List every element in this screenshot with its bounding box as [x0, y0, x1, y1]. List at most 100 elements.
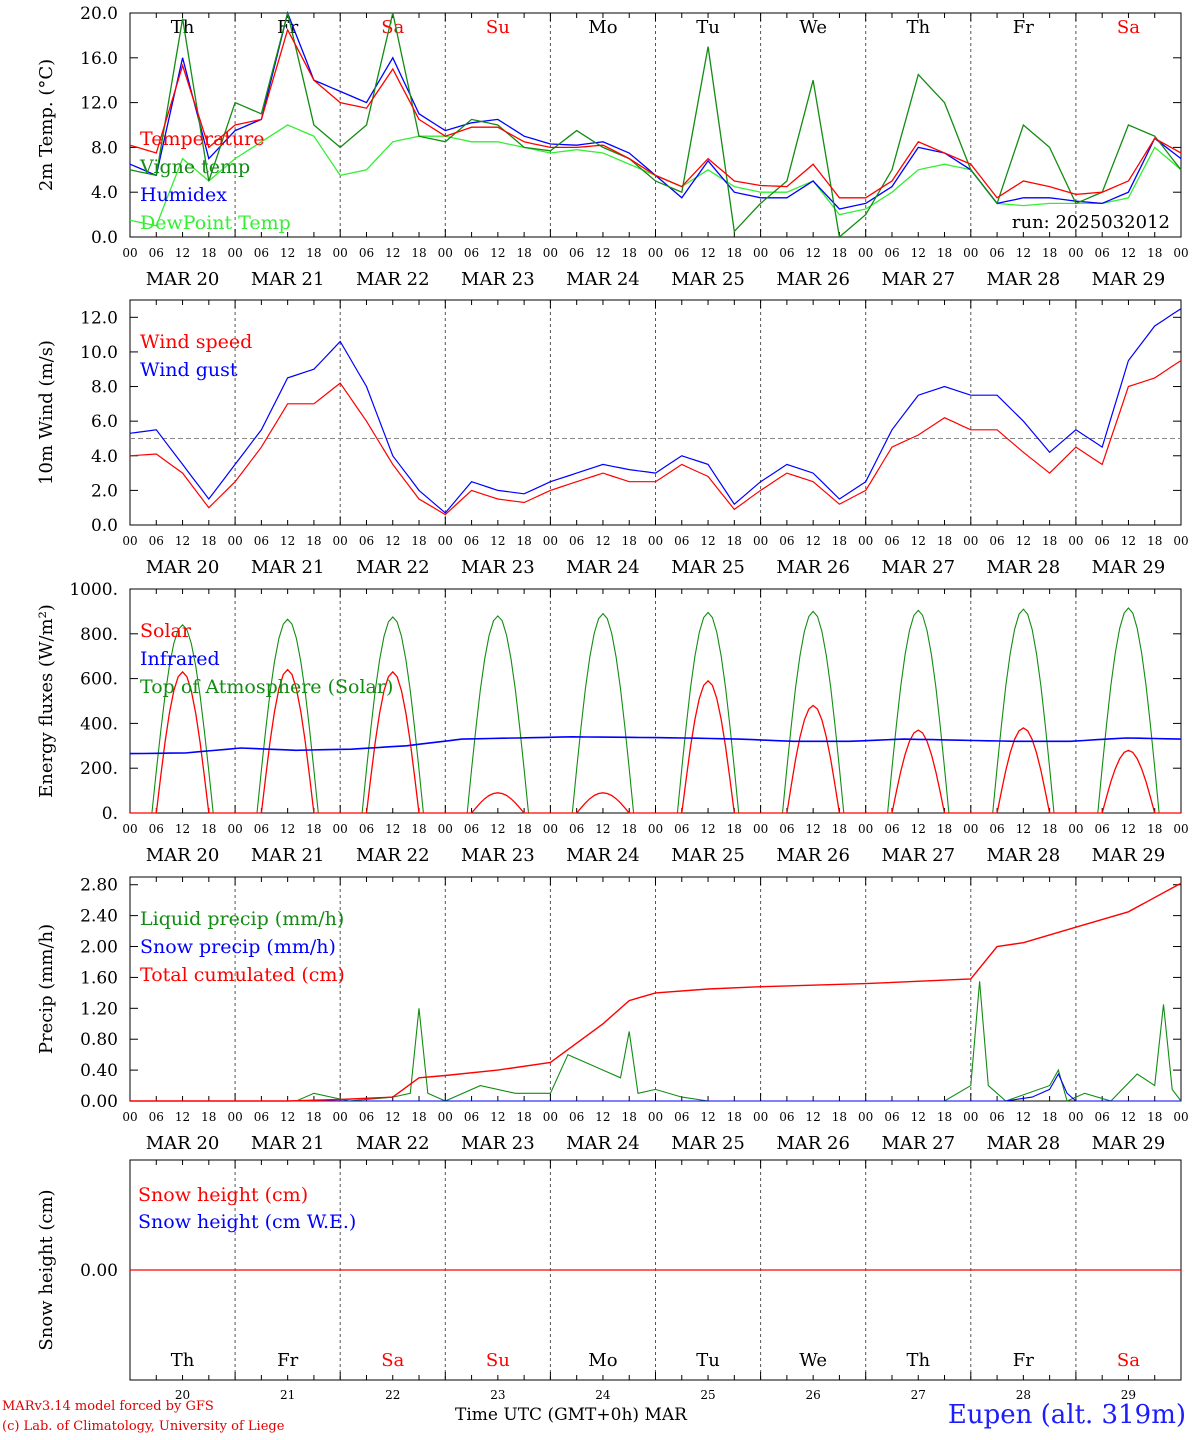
y-tick-label: 16.0: [80, 49, 118, 69]
y-tick-label: 0.: [102, 804, 118, 824]
date-label: MAR 20: [146, 845, 220, 866]
weekday-label: Fr: [277, 17, 298, 38]
day-number-label: 21: [280, 1388, 295, 1402]
wind-panel-frame: [129, 299, 1182, 526]
hour-tick-label: 00: [227, 534, 242, 548]
weekday-label: Fr: [1013, 17, 1034, 38]
hour-tick-label: 06: [149, 534, 164, 548]
hour-tick-label: 06: [1095, 246, 1110, 260]
legend-entry: Wind speed: [140, 331, 252, 353]
date-label: MAR 22: [356, 845, 430, 866]
date-label: MAR 29: [1092, 557, 1166, 578]
weekday-label: Su: [486, 17, 510, 38]
hour-tick-label: 18: [411, 1110, 426, 1124]
hour-tick-label: 12: [595, 246, 610, 260]
hour-tick-label: 12: [280, 246, 295, 260]
hour-tick-label: 06: [884, 1110, 899, 1124]
hour-tick-label: 00: [438, 246, 453, 260]
hour-tick-label: 12: [595, 1110, 610, 1124]
weekday-label: Sa: [1117, 1350, 1140, 1371]
date-label: MAR 24: [566, 1133, 640, 1154]
hour-tick-label: 06: [359, 1110, 374, 1124]
hour-tick-label: 12: [175, 822, 190, 836]
hour-tick-label: 12: [385, 534, 400, 548]
date-label: MAR 27: [881, 845, 955, 866]
y-tick-label: 2.00: [80, 938, 118, 958]
hour-tick-label: 00: [963, 534, 978, 548]
hour-tick-label: 18: [937, 534, 952, 548]
y-tick-label: 0.0: [91, 516, 118, 536]
hour-tick-label: 06: [674, 246, 689, 260]
hour-tick-label: 06: [884, 822, 899, 836]
date-label: MAR 28: [987, 1133, 1061, 1154]
day-number-label: 20: [175, 1388, 190, 1402]
date-label: MAR 21: [251, 845, 325, 866]
hour-tick-label: 06: [149, 246, 164, 260]
hour-tick-label: 12: [1121, 1110, 1136, 1124]
legend-entry: Solar: [140, 620, 192, 642]
date-label: MAR 24: [566, 845, 640, 866]
date-label: MAR 26: [776, 845, 850, 866]
hour-tick-label: 06: [884, 246, 899, 260]
hour-tick-label: 18: [306, 822, 321, 836]
date-label: MAR 26: [776, 269, 850, 290]
hour-tick-label: 00: [753, 534, 768, 548]
hour-tick-label: 18: [306, 1110, 321, 1124]
hour-tick-label: 12: [806, 246, 821, 260]
hour-tick-label: 12: [490, 534, 505, 548]
hour-tick-label: 00: [122, 822, 137, 836]
hour-tick-label: 00: [333, 246, 348, 260]
hour-tick-label: 06: [779, 246, 794, 260]
hour-tick-label: 12: [806, 534, 821, 548]
weekday-label: We: [799, 17, 827, 38]
hour-tick-label: 18: [516, 246, 531, 260]
y-tick-label: 12.0: [80, 308, 118, 328]
date-label: MAR 23: [461, 557, 535, 578]
hour-tick-label: 06: [989, 1110, 1004, 1124]
weekday-label: Th: [171, 17, 195, 38]
y-axis-label: Energy fluxes (W/m²): [36, 604, 57, 798]
hour-tick-label: 18: [622, 534, 637, 548]
hour-tick-label: 06: [254, 246, 269, 260]
weekday-label: Tu: [696, 1350, 720, 1371]
hour-tick-label: 18: [306, 246, 321, 260]
legend-entry: Temperature: [140, 128, 264, 150]
hour-tick-label: 12: [1121, 822, 1136, 836]
date-label: MAR 26: [776, 557, 850, 578]
cumulated-precip-line: [130, 882, 1182, 1102]
hour-tick-label: 12: [911, 822, 926, 836]
hour-tick-label: 06: [464, 534, 479, 548]
legend-entry: Snow precip (mm/h): [140, 936, 336, 958]
date-label: MAR 27: [881, 1133, 955, 1154]
hour-tick-label: 18: [937, 1110, 952, 1124]
weekday-label: Th: [906, 1350, 930, 1371]
hour-tick-label: 00: [963, 1110, 978, 1124]
y-tick-label: 1.20: [80, 999, 118, 1019]
y-tick-label: 1.60: [80, 968, 118, 988]
weekday-label: Fr: [1013, 1350, 1034, 1371]
day-number-label: 27: [911, 1388, 926, 1402]
hour-tick-label: 18: [727, 1110, 742, 1124]
hour-tick-label: 00: [753, 246, 768, 260]
y-axis-label: Snow height (cm): [36, 1189, 57, 1350]
x-axis-title: Time UTC (GMT+0h) MAR: [455, 1405, 687, 1425]
legend-entry: Snow height (cm): [138, 1184, 308, 1206]
y-tick-label: 0.00: [80, 1092, 118, 1112]
hour-tick-label: 18: [832, 822, 847, 836]
date-label: MAR 20: [146, 269, 220, 290]
hour-tick-label: 00: [438, 1110, 453, 1124]
hour-tick-label: 00: [438, 822, 453, 836]
date-label: MAR 25: [671, 845, 745, 866]
weekday-label: Sa: [1117, 17, 1140, 38]
hour-tick-label: 18: [411, 822, 426, 836]
hour-tick-label: 12: [1016, 822, 1031, 836]
hour-tick-label: 00: [858, 822, 873, 836]
hour-tick-label: 06: [779, 534, 794, 548]
hour-tick-label: 18: [622, 1110, 637, 1124]
hour-tick-label: 12: [385, 822, 400, 836]
weekday-label: Sa: [381, 17, 404, 38]
date-label: MAR 25: [671, 269, 745, 290]
y-tick-label: 2.80: [80, 876, 118, 896]
hour-tick-label: 00: [858, 246, 873, 260]
hour-tick-label: 00: [858, 1110, 873, 1124]
